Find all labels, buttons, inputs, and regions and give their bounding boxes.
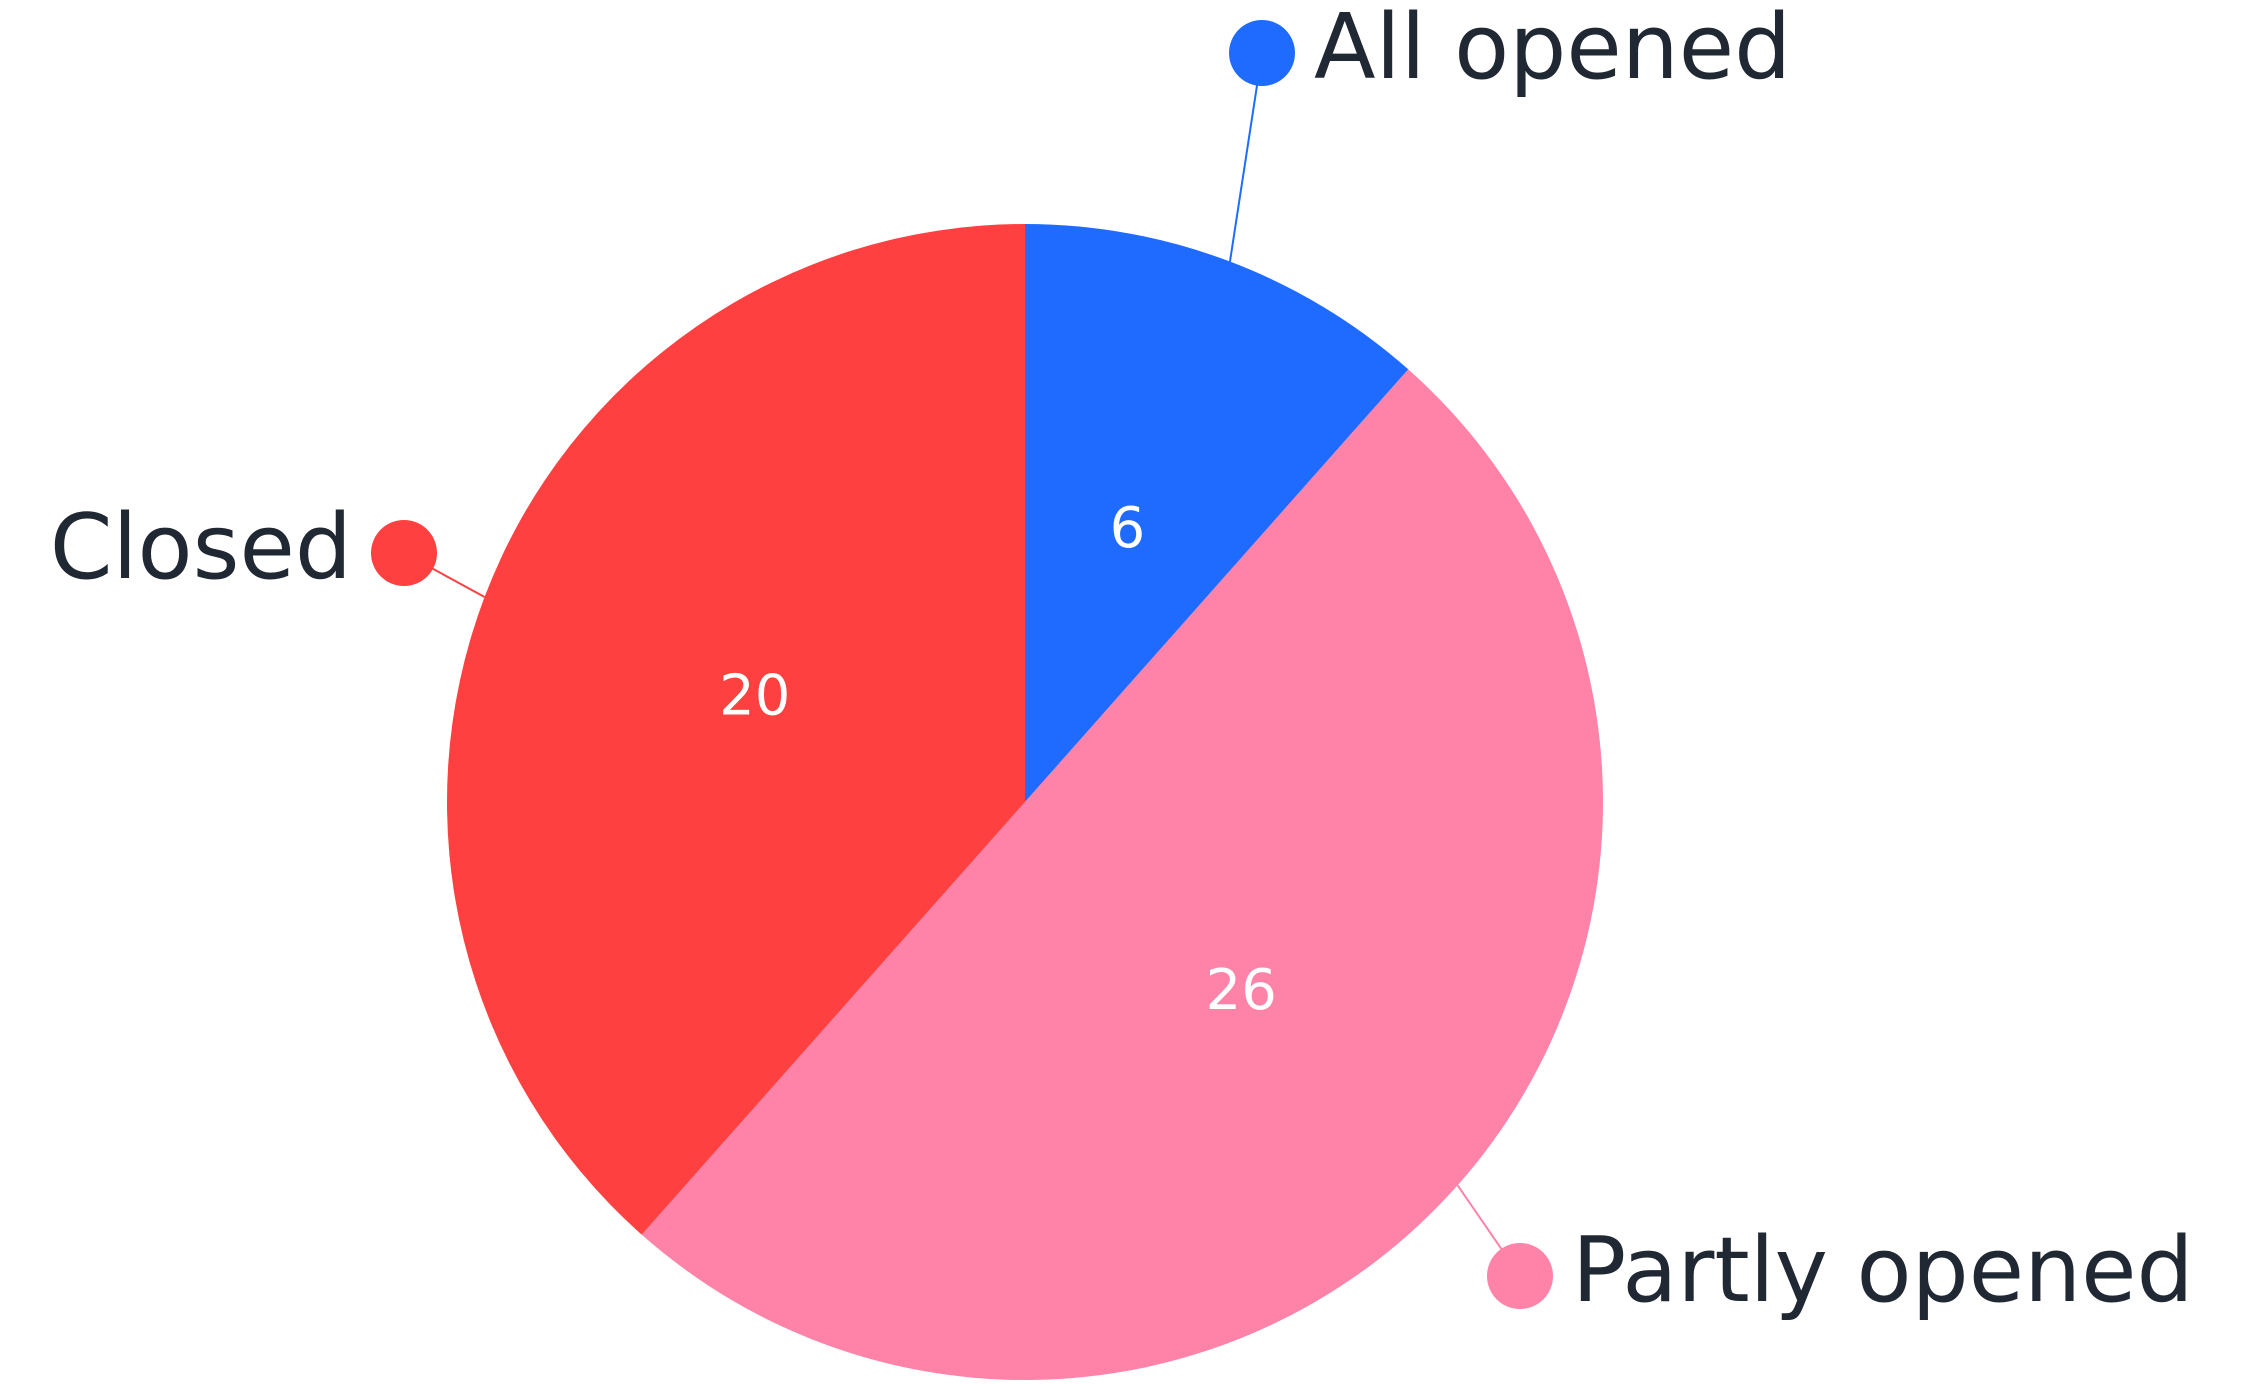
slice-label: Closed — [50, 495, 352, 600]
pie-slice — [447, 223, 1025, 1235]
label-dot — [371, 520, 437, 586]
slice-label: Partly opened — [1572, 1218, 2194, 1323]
pie-slice — [641, 369, 1604, 1380]
leader-line — [1228, 52, 1263, 262]
label-dot — [1487, 1243, 1553, 1309]
value-label: 20 — [719, 664, 790, 729]
slice-label: All opened — [1314, 0, 1791, 100]
value-label: 6 — [1110, 496, 1146, 561]
value-label: 26 — [1206, 958, 1277, 1023]
label-dot — [1229, 20, 1295, 86]
pie-slice — [1025, 224, 1409, 802]
